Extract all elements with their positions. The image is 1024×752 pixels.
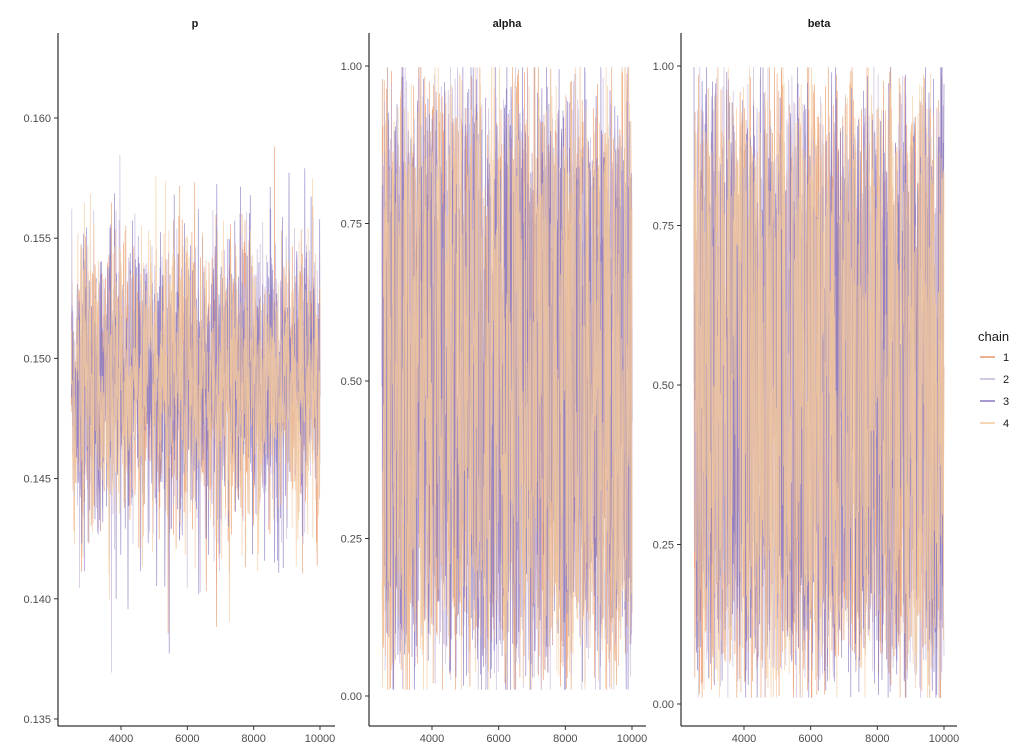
y-tick-label: 1.00 bbox=[341, 61, 362, 73]
legend-title: chain bbox=[978, 329, 1009, 344]
y-tick-label: 0.155 bbox=[23, 233, 51, 245]
panel-alpha: alpha 0.00 0.25 0.50 0.75 1.00 4000 6000 8000 100… bbox=[341, 18, 648, 745]
y-tick-label: 0.140 bbox=[23, 594, 51, 606]
y-tick-label: 0.50 bbox=[653, 380, 674, 392]
y-tick-label: 0.160 bbox=[23, 113, 51, 125]
trace-line-chain-4 bbox=[693, 67, 945, 698]
panel-title: beta bbox=[808, 18, 832, 30]
y-tick-label: 0.75 bbox=[653, 221, 674, 233]
y-tick-label: 0.00 bbox=[341, 691, 362, 703]
trace-line-chain-4 bbox=[381, 66, 633, 690]
y-tick-label: 0.150 bbox=[23, 353, 51, 365]
panel-title: p bbox=[192, 18, 199, 30]
y-tick-label: 1.00 bbox=[653, 61, 674, 73]
x-tick-label: 8000 bbox=[553, 733, 577, 745]
panel-p: p 0.135 0.140 0.145 0.150 0.155 0.160 4000 6000 8… bbox=[23, 18, 335, 745]
y-tick-label: 0.25 bbox=[341, 534, 362, 546]
y-tick-label: 0.75 bbox=[341, 219, 362, 231]
legend: chain 1 2 3 4 bbox=[978, 329, 1009, 430]
y-tick-label: 0.145 bbox=[23, 474, 51, 486]
legend-label-chain-3: 3 bbox=[1003, 396, 1009, 408]
x-tick-label: 4000 bbox=[732, 733, 756, 745]
legend-label-chain-4: 4 bbox=[1003, 418, 1009, 430]
x-tick-label: 4000 bbox=[109, 733, 133, 745]
x-tick-label: 10000 bbox=[617, 733, 648, 745]
panel-beta: beta 0.00 0.25 0.50 0.75 1.00 4000 6000 8000 1000… bbox=[653, 18, 960, 745]
x-tick-label: 10000 bbox=[305, 733, 336, 745]
y-tick-label: 0.00 bbox=[653, 699, 674, 711]
panel-title: alpha bbox=[493, 18, 523, 30]
x-tick-label: 6000 bbox=[175, 733, 199, 745]
y-tick-label: 0.25 bbox=[653, 540, 674, 552]
y-tick-label: 0.135 bbox=[23, 714, 51, 726]
legend-label-chain-1: 1 bbox=[1003, 352, 1009, 364]
legend-label-chain-2: 2 bbox=[1003, 374, 1009, 386]
x-tick-label: 6000 bbox=[486, 733, 510, 745]
y-tick-label: 0.50 bbox=[341, 376, 362, 388]
x-tick-label: 6000 bbox=[798, 733, 822, 745]
x-tick-label: 8000 bbox=[865, 733, 889, 745]
x-tick-label: 8000 bbox=[241, 733, 265, 745]
x-tick-label: 10000 bbox=[929, 733, 960, 745]
trace-line-chain-4 bbox=[70, 176, 321, 622]
x-tick-label: 4000 bbox=[420, 733, 444, 745]
